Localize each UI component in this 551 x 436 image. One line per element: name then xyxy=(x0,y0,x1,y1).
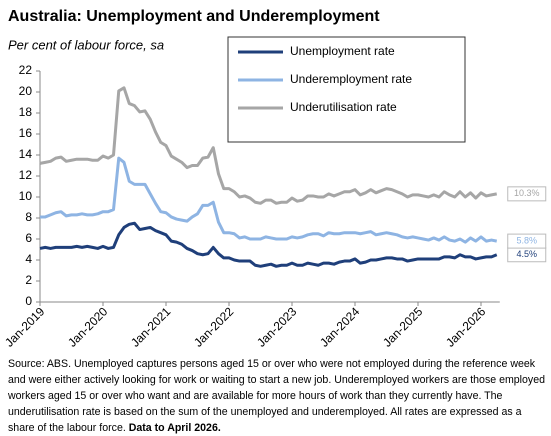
x-tick-label: Jan-2024 xyxy=(317,304,363,350)
legend-label: Unemployment rate xyxy=(290,44,395,58)
end-label: 4.5% xyxy=(516,249,537,259)
y-tick-label: 8 xyxy=(25,210,32,224)
x-tick-label: Jan-2021 xyxy=(128,304,174,350)
y-tick-label: 22 xyxy=(19,63,33,77)
y-tick-label: 20 xyxy=(19,84,33,98)
chart: Australia: Unemployment and Underemploym… xyxy=(2,8,547,350)
series-line xyxy=(40,156,498,244)
x-tick-label: Jan-2026 xyxy=(443,304,489,350)
series-line xyxy=(39,221,498,268)
y-tick-label: 6 xyxy=(25,231,32,245)
x-tick-label: Jan-2022 xyxy=(191,304,237,350)
note-bold: Data to April 2026. xyxy=(128,422,221,434)
y-tick-label: 18 xyxy=(19,105,33,119)
y-tick-label: 14 xyxy=(19,147,33,161)
note-text: Source: ABS. Unemployed captures persons… xyxy=(8,358,546,434)
end-label: 5.8% xyxy=(516,235,537,245)
x-tick-label: Jan-2019 xyxy=(2,304,48,350)
y-tick-label: 12 xyxy=(19,168,33,182)
source-note: Source: ABS. Unemployed captures persons… xyxy=(8,356,546,436)
legend-box xyxy=(227,36,466,143)
y-tick-label: 16 xyxy=(19,126,33,140)
y-tick-label: 2 xyxy=(25,273,32,287)
end-label-box xyxy=(507,233,547,249)
y-tick-label: 10 xyxy=(19,189,33,203)
chart-title: Australia: Unemployment and Underemploym… xyxy=(8,8,380,25)
end-label: 10.3% xyxy=(514,188,540,198)
series-line xyxy=(39,86,498,205)
x-tick-label: Jan-2025 xyxy=(380,304,426,350)
x-tick-label: Jan-2020 xyxy=(65,304,111,350)
legend-label: Underutilisation rate xyxy=(290,100,397,114)
x-tick-label: Jan-2023 xyxy=(254,304,300,350)
y-tick-label: 4 xyxy=(25,252,32,266)
chart-subtitle: Per cent of labour force, sa xyxy=(8,37,164,52)
legend-label: Underemployment rate xyxy=(290,72,412,86)
y-tick-label: 0 xyxy=(25,294,32,308)
end-label-box xyxy=(507,186,547,202)
